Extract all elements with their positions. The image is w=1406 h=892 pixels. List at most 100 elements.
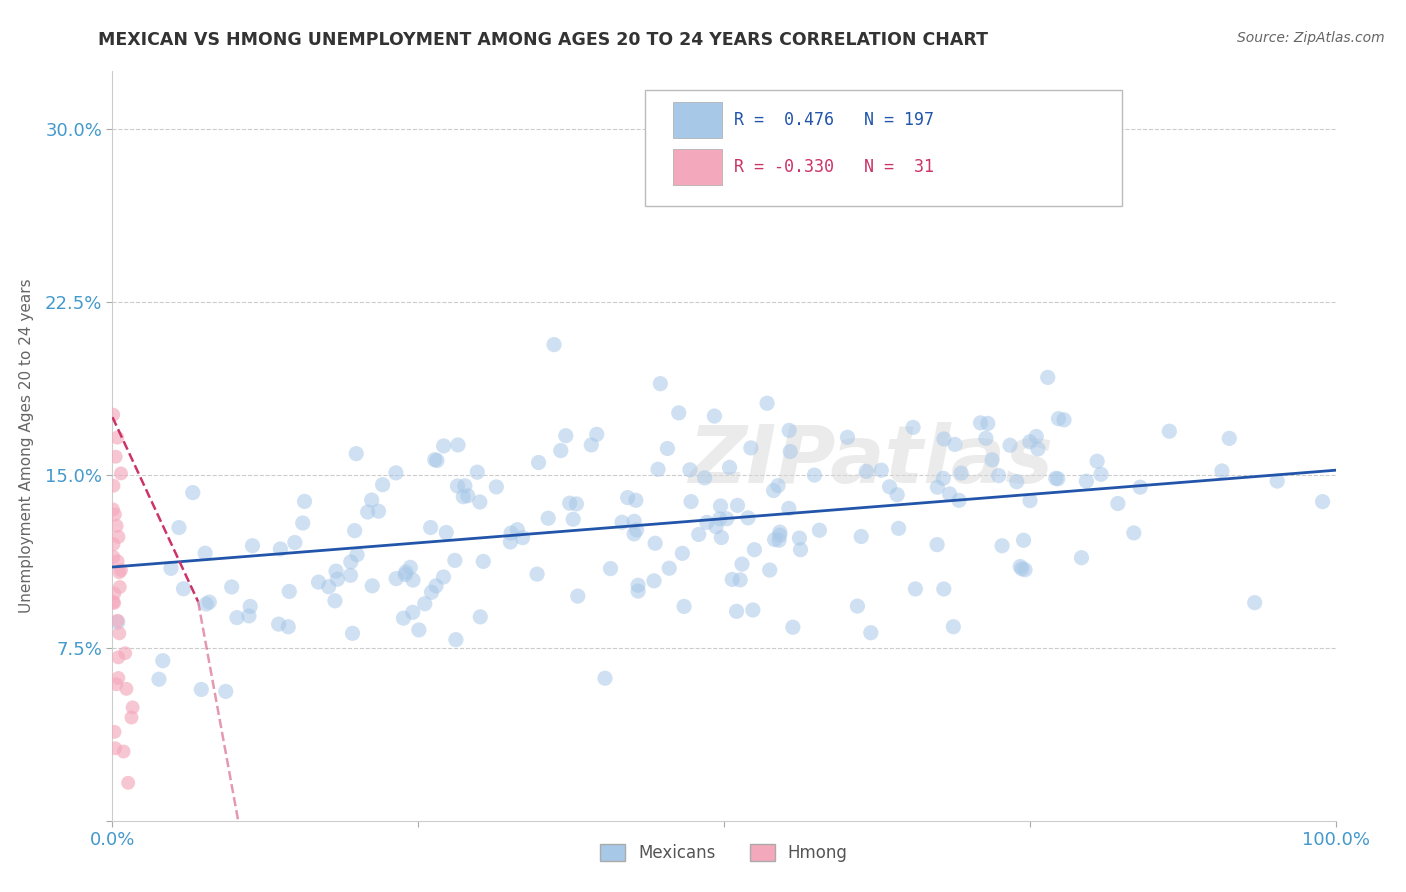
Point (446, 479, 468, 493)
Point (465, 465, 488, 479)
Point (277, 620, 299, 634)
Point (554, 428, 576, 442)
Point (103, 595, 125, 609)
Point (1085, 454, 1108, 468)
Point (927, 480, 949, 494)
Point (1047, 411, 1070, 425)
Point (887, 521, 910, 535)
Point (567, 589, 589, 603)
Point (977, 417, 1000, 431)
Point (703, 409, 725, 423)
Point (744, 542, 766, 557)
Point (565, 497, 588, 511)
Point (671, 546, 693, 560)
Point (485, 480, 508, 494)
Point (668, 406, 690, 420)
Text: R =  0.476   N = 197: R = 0.476 N = 197 (734, 112, 934, 129)
Point (623, 514, 645, 528)
Point (108, 626, 131, 640)
Point (901, 420, 924, 434)
Point (443, 553, 465, 567)
Point (558, 496, 581, 510)
Point (942, 620, 965, 634)
Point (215, 684, 238, 698)
Point (1010, 559, 1032, 574)
Point (778, 423, 800, 437)
Point (1018, 434, 1040, 449)
Point (432, 570, 454, 584)
Point (105, 519, 128, 533)
Point (1107, 496, 1129, 510)
Point (160, 561, 183, 575)
Point (737, 511, 759, 525)
Point (768, 533, 790, 548)
Point (402, 573, 425, 587)
Point (110, 467, 132, 481)
Point (108, 580, 131, 594)
Point (104, 450, 127, 464)
Point (267, 617, 290, 632)
Point (1070, 550, 1092, 565)
Point (121, 700, 143, 714)
Point (110, 563, 132, 577)
Point (470, 610, 492, 624)
Point (413, 597, 436, 611)
Point (658, 561, 681, 575)
Point (190, 682, 212, 697)
Point (581, 438, 603, 452)
Point (294, 494, 316, 508)
Point (704, 519, 727, 533)
Point (115, 681, 138, 696)
Point (710, 531, 733, 545)
Point (105, 677, 128, 691)
Point (107, 671, 129, 685)
Point (688, 527, 710, 541)
Point (789, 531, 811, 545)
Point (425, 579, 447, 593)
Point (969, 416, 991, 430)
Point (117, 776, 139, 790)
Point (543, 337, 565, 351)
Point (716, 512, 738, 526)
Point (152, 654, 174, 668)
Point (789, 542, 811, 557)
Point (709, 499, 731, 513)
Point (1012, 533, 1035, 548)
Bar (672, 102, 721, 138)
Point (444, 632, 467, 647)
Point (599, 561, 621, 575)
Point (1312, 494, 1334, 508)
Point (562, 512, 585, 526)
Point (221, 580, 243, 594)
Point (457, 489, 479, 503)
Point (447, 438, 470, 452)
Point (367, 504, 389, 518)
Point (395, 565, 418, 579)
Point (643, 574, 665, 588)
Point (1243, 596, 1265, 610)
Point (731, 557, 754, 571)
Point (472, 554, 495, 568)
Point (626, 523, 648, 537)
Point (426, 453, 449, 467)
Point (1090, 467, 1112, 482)
Point (238, 608, 260, 623)
Point (181, 485, 204, 500)
Point (1036, 370, 1059, 384)
Legend: Mexicans, Hmong: Mexicans, Hmong (593, 837, 855, 869)
Point (499, 535, 522, 549)
Point (537, 511, 560, 525)
Point (673, 599, 696, 614)
Point (501, 526, 523, 541)
Point (721, 573, 744, 587)
Point (756, 396, 779, 410)
Point (402, 605, 425, 619)
Point (308, 575, 330, 590)
Point (385, 466, 408, 480)
Point (419, 520, 441, 534)
Text: Source: ZipAtlas.com: Source: ZipAtlas.com (1237, 31, 1385, 45)
Point (107, 614, 129, 628)
Point (769, 528, 792, 542)
Point (769, 525, 792, 540)
Point (585, 427, 607, 442)
